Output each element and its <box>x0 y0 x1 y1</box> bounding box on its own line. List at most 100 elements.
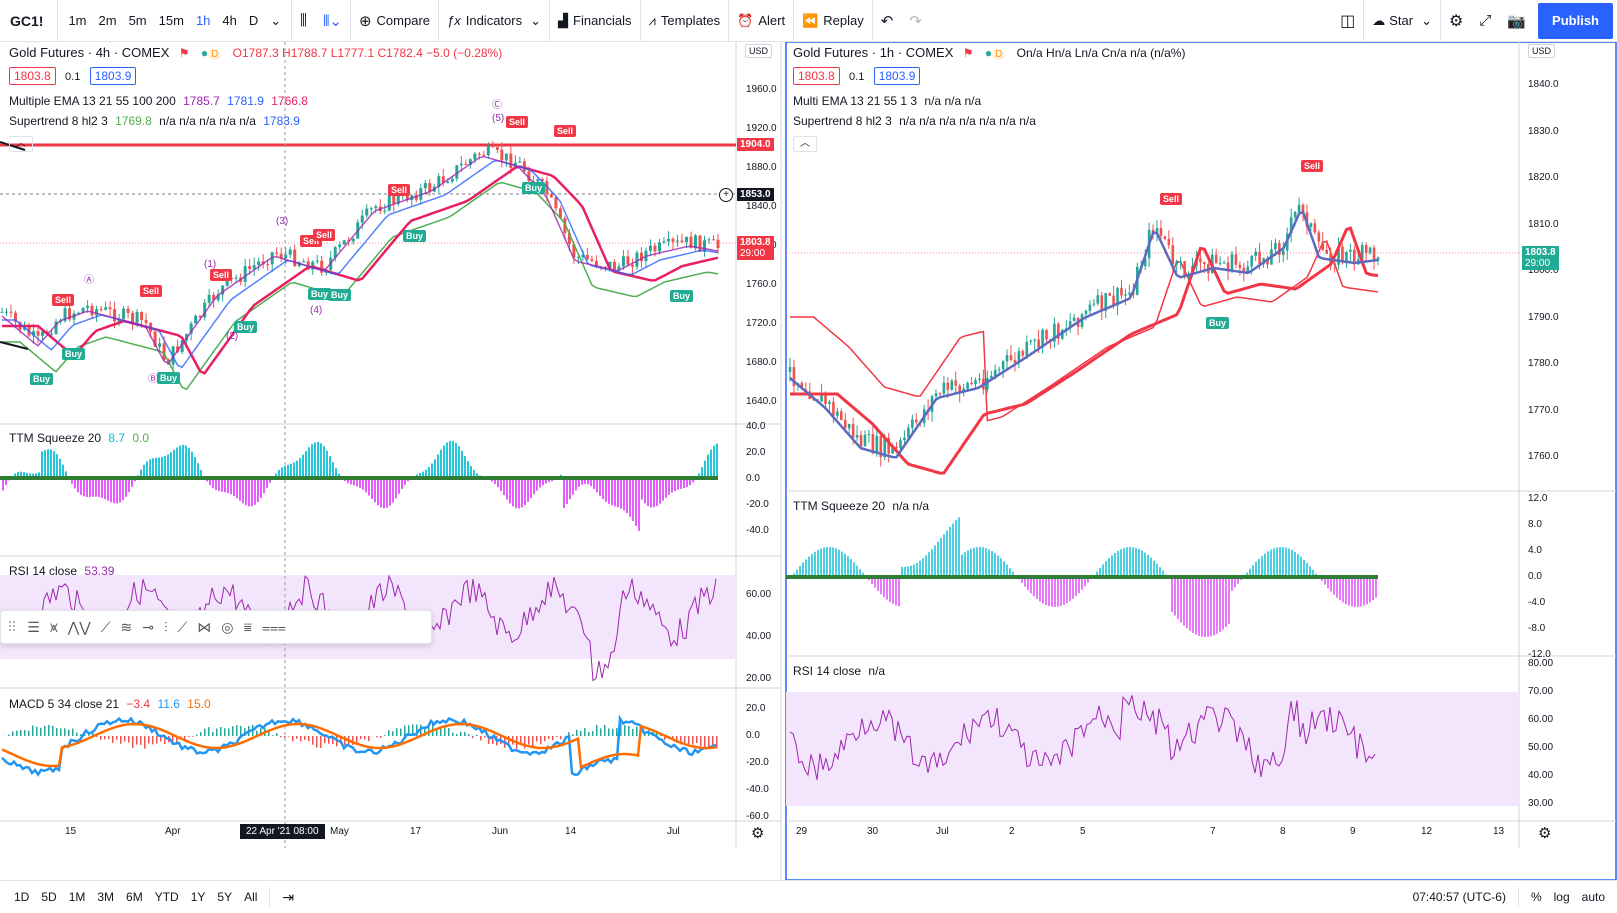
layout-icon[interactable]: ◫ <box>1340 12 1356 30</box>
left-macd-legend[interactable]: MACD 5 34 close 21 −3.4 11.6 15.0 <box>9 697 211 711</box>
ttm-bar <box>473 470 475 478</box>
left-ema-legend[interactable]: Multiple EMA 13 21 55 100 200 1785.7 178… <box>9 94 308 108</box>
ttm-bar <box>1078 577 1080 594</box>
chevron-down-icon[interactable]: ⌄ <box>270 12 282 28</box>
range-all[interactable]: All <box>244 890 258 904</box>
candle-body <box>1021 351 1025 356</box>
replay-button[interactable]: ⏪ Replay <box>794 0 872 42</box>
macd-histogram-bar <box>12 731 14 736</box>
sell-price[interactable]: 1803.8 <box>793 67 840 85</box>
elliott-wave-label[interactable]: (3) <box>276 216 289 227</box>
pattern-icon[interactable]: ⋈ <box>197 618 212 635</box>
timeframe-5m[interactable]: 5m <box>128 13 147 28</box>
drag-handle-icon[interactable]: ⠿ <box>7 618 18 635</box>
left-axis-settings-icon[interactable]: ⚙ <box>751 825 765 842</box>
macd-histogram-bar <box>72 728 74 736</box>
range-1m[interactable]: 1M <box>68 890 86 904</box>
right-supertrend-legend[interactable]: Supertrend 8 hl2 3 n/a n/a n/a n/a n/a n… <box>793 114 1036 128</box>
right-ema-legend[interactable]: Multi EMA 13 21 55 1 3 n/a n/a n/a <box>793 94 981 108</box>
right-axis-settings-icon[interactable]: ⚙ <box>1538 825 1552 842</box>
compare-button[interactable]: ⊕ Compare <box>351 0 438 42</box>
parallel-channel-icon[interactable]: ⩸ <box>243 618 253 635</box>
right-ttm-legend[interactable]: TTM Squeeze 20 n/a n/a <box>793 499 929 513</box>
elliott-wave-label[interactable]: Ⓒ <box>492 100 502 111</box>
sell-price[interactable]: 1803.8 <box>9 67 56 85</box>
left-ttm-legend[interactable]: TTM Squeeze 20 8.7 0.0 <box>9 431 149 445</box>
macd-histogram-bar <box>592 731 594 736</box>
range-3m[interactable]: 3M <box>97 890 115 904</box>
timeframe-d[interactable]: D <box>248 13 259 28</box>
log-toggle[interactable]: log <box>1553 890 1570 904</box>
macd-histogram-bar <box>392 731 394 736</box>
trend-line-icon[interactable]: ⟋ <box>100 618 111 635</box>
right-title[interactable]: Gold Futures · 1h · COMEX <box>793 45 954 60</box>
undo-icon[interactable]: ↶ <box>880 12 894 30</box>
timeframe-4h[interactable]: 4h <box>222 13 237 28</box>
ttm-bar <box>233 478 235 497</box>
elliott-wave-label[interactable]: Ⓑ <box>148 374 158 385</box>
range-1d[interactable]: 1D <box>14 890 30 904</box>
publish-button[interactable]: Publish <box>1538 2 1613 39</box>
redo-icon[interactable]: ↷ <box>909 12 922 30</box>
elliott-wave-label[interactable]: (4) <box>310 305 323 316</box>
percent-toggle[interactable]: % <box>1530 890 1542 904</box>
long-position-icon[interactable]: ⫶ <box>163 618 168 635</box>
candle-body <box>1199 258 1202 263</box>
elliott-wave-label[interactable]: (2) <box>226 331 239 342</box>
spiral-icon[interactable]: ◎ <box>221 618 234 635</box>
candle-body <box>5 311 9 313</box>
buy-price[interactable]: 1803.9 <box>873 67 921 85</box>
left-currency-button[interactable]: USD <box>745 44 773 58</box>
candle-body <box>1037 339 1040 348</box>
ttm-bar <box>1141 550 1143 577</box>
gear-icon[interactable]: ⚙ <box>1449 12 1464 30</box>
range-1y[interactable]: 1Y <box>190 890 206 904</box>
camera-icon[interactable]: 📷 <box>1507 12 1527 30</box>
candle-body <box>1171 245 1175 265</box>
fullscreen-icon[interactable]: ⤢ <box>1479 12 1492 29</box>
collapse-legend-button[interactable]: ︿ <box>9 136 33 152</box>
indicators-button[interactable]: ƒx Indicators ⌄ <box>439 0 549 42</box>
goto-date-icon[interactable]: ⇥ <box>282 888 295 905</box>
ttm-bar <box>320 443 322 478</box>
candles-icon[interactable]: ⫴⌄ <box>323 12 342 30</box>
left-supertrend-legend[interactable]: Supertrend 8 hl2 3 1769.8 n/a n/a n/a n/… <box>9 114 300 128</box>
collapse-legend-button[interactable]: ︿ <box>793 136 817 152</box>
horizontal-lines-icon[interactable]: ☰ <box>27 618 40 635</box>
ttm-bar <box>680 478 682 489</box>
left-rsi-legend[interactable]: RSI 14 close 53.39 <box>9 564 114 578</box>
left-title[interactable]: Gold Futures · 4h · COMEX <box>9 45 170 60</box>
timeframe-1h[interactable]: 1h <box>195 13 211 28</box>
elliott-wave-label[interactable]: Ⓐ <box>84 275 94 286</box>
ray-icon[interactable]: ⟋ <box>177 618 188 635</box>
add-alert-icon[interactable]: + <box>719 188 733 202</box>
charts-canvas[interactable] <box>0 42 1617 880</box>
templates-button[interactable]: ⩘ Templates <box>641 0 729 42</box>
range-5d[interactable]: 5D <box>41 890 57 904</box>
right-currency-button[interactable]: USD <box>1528 44 1556 58</box>
save-layout-button[interactable]: ☁ Star ⌄ <box>1364 0 1440 42</box>
alert-button[interactable]: ⏰ Alert <box>729 0 793 42</box>
buy-price[interactable]: 1803.9 <box>89 67 137 85</box>
auto-toggle[interactable]: auto <box>1581 890 1605 904</box>
right-rsi-legend[interactable]: RSI 14 close n/a <box>793 664 885 678</box>
abc-pattern-icon[interactable]: ⋀⋁ <box>67 618 91 635</box>
ttm-bar <box>838 549 840 577</box>
timeframe-1m[interactable]: 1m <box>68 13 87 28</box>
more-tools-icon[interactable]: ⩶ <box>262 618 286 635</box>
symbol-search[interactable]: GC1! <box>10 12 44 29</box>
range-6m[interactable]: 6M <box>126 890 143 904</box>
macd-histogram-bar <box>236 725 238 736</box>
elliott-wave-icon[interactable]: ⩙ <box>49 618 58 635</box>
clock[interactable]: 07:40:57 (UTC-6) <box>1412 890 1506 904</box>
bar-style-icon[interactable]: ⫼ <box>300 12 308 29</box>
timeframe-15m[interactable]: 15m <box>158 13 184 28</box>
range-5y[interactable]: 5Y <box>217 890 233 904</box>
fib-retracement-icon[interactable]: ≋ <box>120 618 133 635</box>
elliott-wave-label[interactable]: (5) <box>492 113 505 124</box>
financials-button[interactable]: ▟ Financials <box>550 0 640 42</box>
range-ytd[interactable]: YTD <box>154 890 179 904</box>
timeframe-2m[interactable]: 2m <box>98 13 117 28</box>
elliott-wave-label[interactable]: (1) <box>204 259 217 270</box>
horizontal-ray-icon[interactable]: ⊸ <box>142 618 154 635</box>
